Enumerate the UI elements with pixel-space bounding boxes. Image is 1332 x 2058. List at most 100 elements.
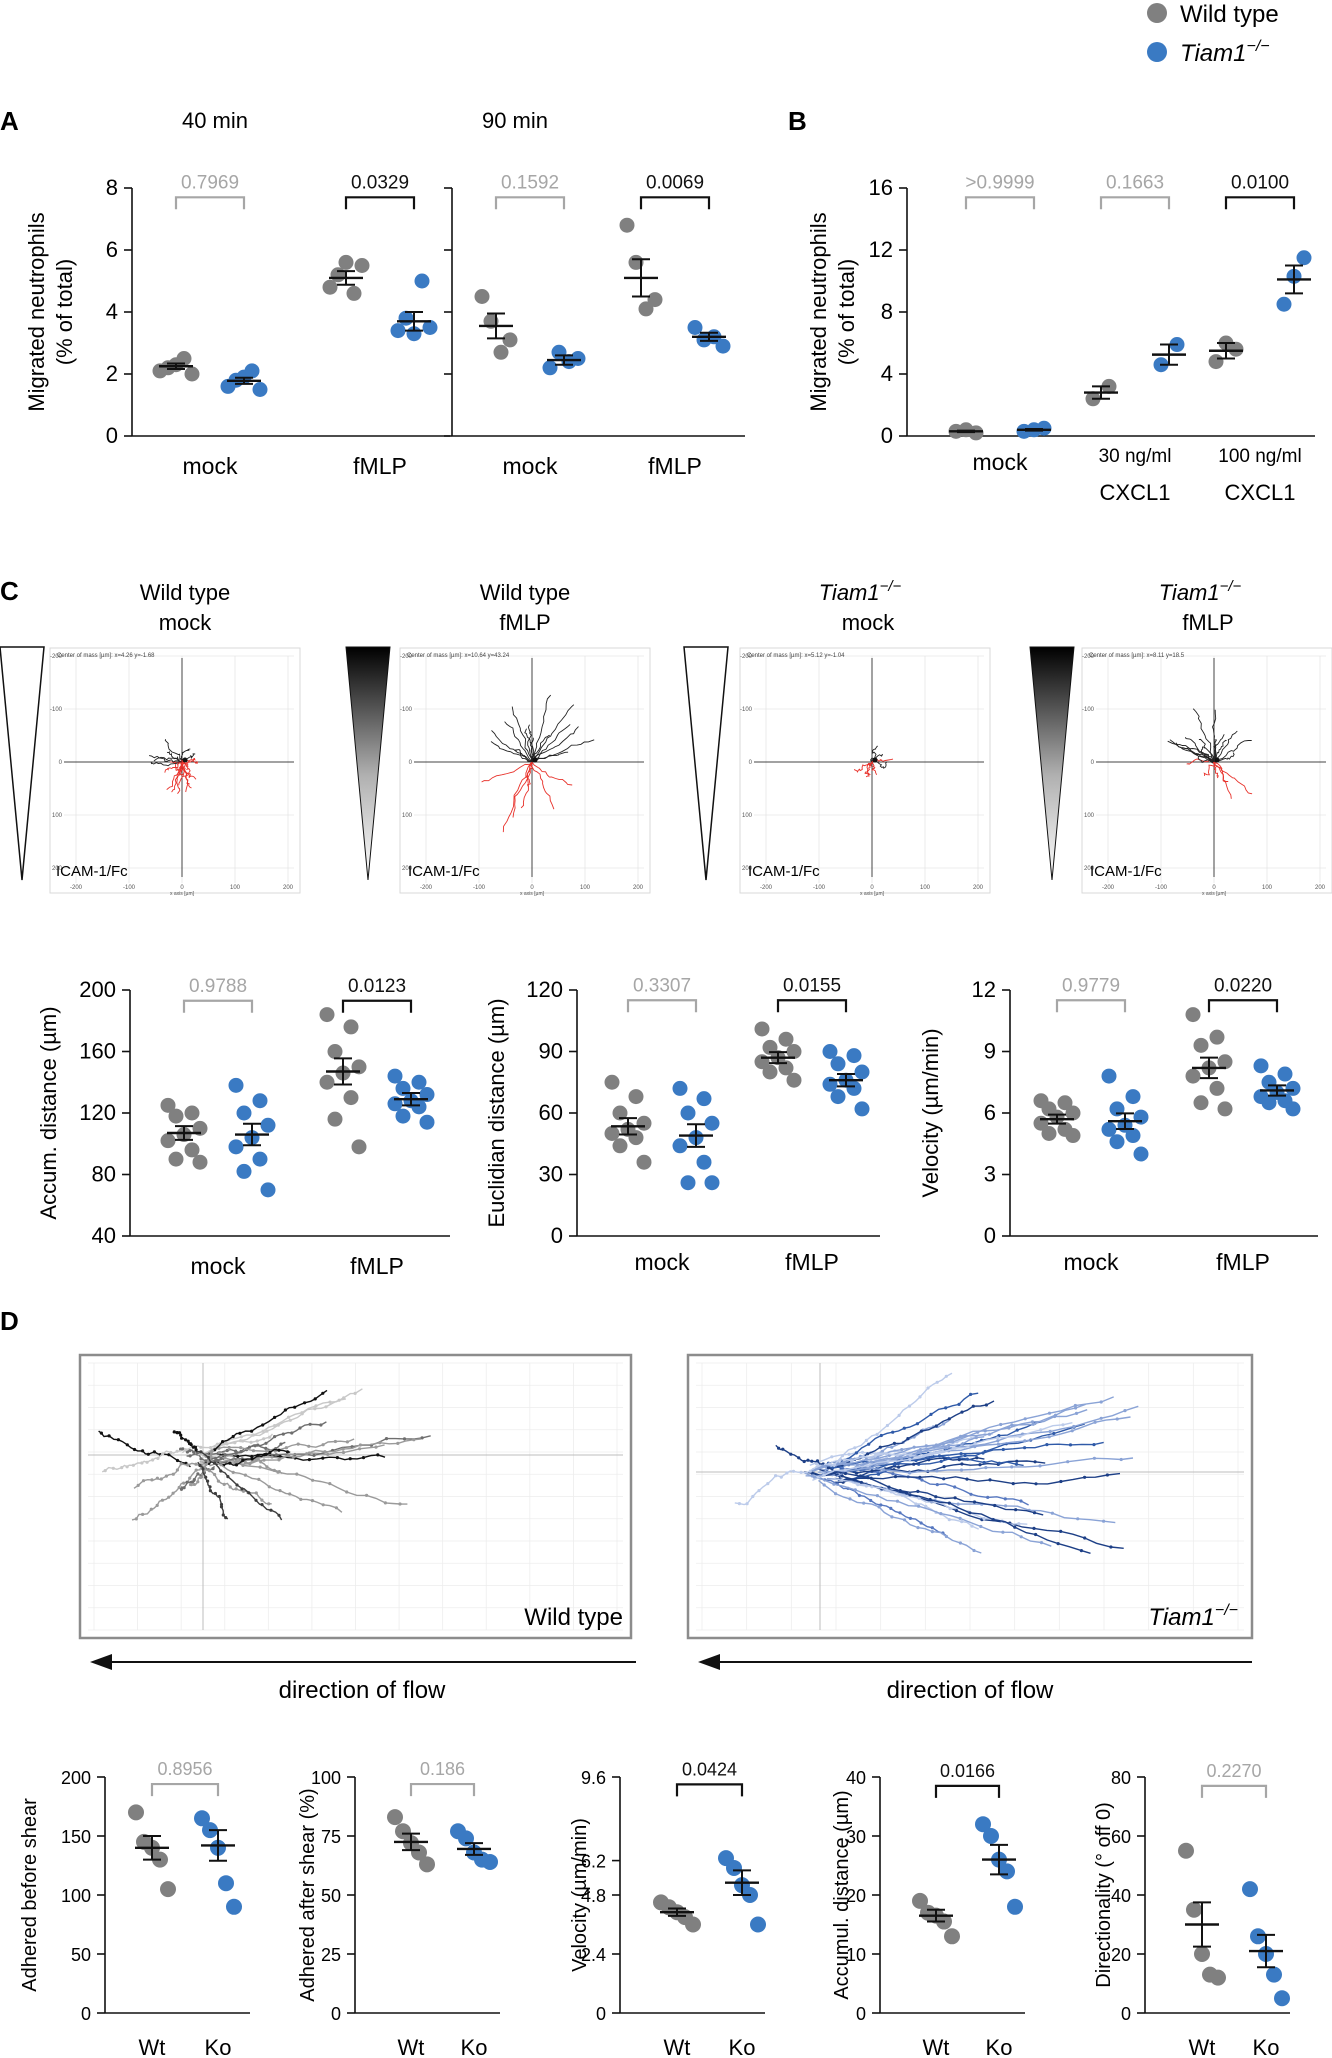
flow-track-point: [231, 1434, 235, 1439]
flow-track: [133, 1462, 203, 1489]
cell-track: [166, 750, 183, 763]
cell-track: [1213, 761, 1253, 795]
flow-track: [209, 1389, 328, 1455]
track-tick-label: 100: [580, 885, 591, 891]
flow-track-point: [152, 1450, 156, 1454]
significance-bracket: [409, 1782, 476, 1797]
flow-track-point: [866, 1464, 870, 1468]
data-point-ko: [252, 1151, 268, 1167]
flow-track-point: [319, 1423, 323, 1427]
flow-track-point: [269, 1508, 273, 1512]
data-point-wt: [411, 1844, 427, 1861]
data-point-ko: [1274, 1990, 1290, 2007]
x-category-label: mock: [503, 453, 558, 479]
data-point-ko: [854, 1064, 870, 1080]
data-point-ko: [672, 1080, 688, 1096]
significance-bracket: [1055, 999, 1127, 1013]
track-tick-label: -100: [473, 885, 486, 891]
cell-track: [490, 741, 533, 763]
flow-track-point: [1076, 1517, 1080, 1521]
data-point-ko: [1261, 1095, 1277, 1111]
flow-track-point: [1123, 1409, 1127, 1413]
flow-track-point: [1048, 1429, 1052, 1434]
track-axis-label: x axis [µm]: [1202, 891, 1227, 897]
y-tick-label: 4.8: [581, 1886, 606, 1906]
significance-bracket: [934, 1784, 1001, 1798]
data-point-ko: [422, 320, 438, 335]
track-plot-header: Center of mass [µm]: x=5.12 y=-1.04: [747, 653, 845, 659]
flow-track-point: [857, 1493, 862, 1498]
data-point-wt: [192, 1154, 208, 1170]
track-tick-label: 100: [1262, 885, 1273, 891]
flow-track-point: [141, 1449, 145, 1453]
flow-track-point: [1039, 1541, 1044, 1545]
y-axis-label: Migrated neutrophils (% of total): [806, 212, 859, 411]
flow-track-point: [234, 1459, 238, 1463]
cell-track: [531, 726, 579, 763]
flow-track-point: [1032, 1511, 1037, 1515]
flow-track-point: [251, 1433, 255, 1437]
flow-track-point: [942, 1465, 946, 1469]
data-point-wt: [1065, 1128, 1081, 1144]
cell-track: [525, 761, 533, 787]
flow-track-point: [906, 1437, 910, 1441]
flow-track-point: [265, 1465, 269, 1469]
flow-track-point: [175, 1458, 180, 1463]
flow-track-point: [262, 1437, 266, 1441]
flow-track-point: [238, 1431, 242, 1435]
flow-track-point: [965, 1457, 969, 1461]
y-tick-label: 120: [79, 1100, 116, 1125]
flow-track-point: [1011, 1482, 1015, 1486]
flow-track-point: [1074, 1411, 1079, 1415]
data-point-wt: [1209, 1080, 1225, 1096]
flow-track-point: [171, 1491, 175, 1495]
flow-track-point: [321, 1456, 325, 1460]
track-title-line1: Wild type: [480, 580, 570, 605]
significance-bracket: [494, 196, 566, 210]
flow-track-point: [295, 1472, 299, 1476]
data-point-wt: [160, 1881, 176, 1898]
flow-track-point: [272, 1468, 276, 1472]
flow-track-point: [918, 1475, 922, 1479]
x-category-label: Wt: [664, 2035, 691, 2058]
flow-track-point: [111, 1466, 115, 1470]
flow-track-point: [120, 1466, 124, 1470]
flow-track-point: [982, 1517, 986, 1521]
flow-track-point: [273, 1415, 277, 1419]
track-plot-grid: -200 200 -100 100 0 0 100 -100 200 -200 x axis [µm…: [400, 654, 644, 897]
y-axis-label: Directionality (° off 0): [1093, 1802, 1115, 1987]
flow-track-point: [951, 1440, 955, 1444]
flow-track-point: [241, 1489, 246, 1493]
data-point-wt: [474, 289, 490, 304]
cell-track: [1192, 708, 1215, 763]
flow-track-point: [260, 1498, 264, 1502]
y-axis-label: Euclidian distance (µm): [484, 998, 509, 1227]
flow-track-point: [175, 1468, 179, 1472]
flow-track-point: [862, 1501, 866, 1505]
flow-track-point: [972, 1500, 977, 1504]
flow-track-point: [810, 1459, 814, 1463]
flow-track-point: [1099, 1400, 1103, 1404]
flow-track-point: [182, 1486, 186, 1490]
y-tick-label: 200: [79, 977, 116, 1002]
x-category-label: fMLP: [785, 1249, 839, 1275]
data-point-ko: [1125, 1089, 1141, 1105]
y-tick-label: 75: [321, 1827, 341, 1847]
flow-track-point: [396, 1441, 400, 1445]
y-tick-label: 9.6: [581, 1768, 606, 1788]
y-tick-label: 12: [869, 237, 893, 262]
p-value-label: 0.0220: [1214, 975, 1272, 996]
y-axis-label-line: (% of total): [52, 259, 77, 365]
track-tick-label: 200: [402, 866, 413, 872]
cell-track: [854, 761, 873, 773]
track-axis-label: x axis [µm]: [520, 891, 545, 897]
flow-track-point: [213, 1472, 217, 1477]
flow-track: [775, 1444, 841, 1479]
flow-track: [205, 1455, 343, 1513]
flow-track-point: [250, 1429, 254, 1433]
flow-track-point: [155, 1476, 159, 1480]
y-tick-label: 200: [61, 1768, 91, 1788]
flow-track-point: [974, 1436, 978, 1440]
flow-track-point: [853, 1446, 857, 1450]
